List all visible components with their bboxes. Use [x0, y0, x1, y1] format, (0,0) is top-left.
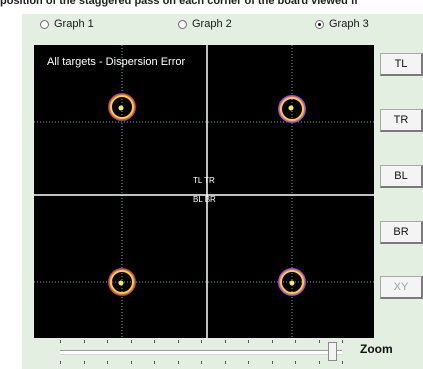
- br-button[interactable]: BR: [380, 221, 423, 244]
- zoom-slider-tick: [131, 340, 132, 343]
- radio-graph-3-label: Graph 3: [329, 18, 369, 30]
- zoom-slider-tick: [178, 361, 179, 364]
- zoom-slider-tick: [319, 361, 320, 364]
- zoom-slider-tick: [201, 361, 202, 364]
- radio-graph-3-dot[interactable]: [315, 19, 324, 29]
- zoom-slider-tick: [84, 340, 85, 343]
- xy-button[interactable]: XY: [380, 276, 423, 299]
- tl-button[interactable]: TL: [380, 53, 423, 76]
- radio-graph-1-dot[interactable]: [40, 19, 49, 29]
- target-tl: [108, 93, 136, 121]
- plot-title: All targets - Dispersion Error: [47, 56, 186, 68]
- target-bl: [108, 268, 136, 296]
- zoom-slider-tick: [131, 361, 132, 364]
- zoom-slider-tick: [272, 340, 273, 343]
- graph-selector: Graph 1 Graph 2 Graph 3: [22, 16, 423, 36]
- center-label-top: TL TR: [193, 176, 215, 185]
- radio-graph-1-label: Graph 1: [54, 18, 94, 30]
- zoom-slider-tick: [60, 361, 61, 364]
- dispersion-plot-canvas: [34, 45, 374, 338]
- target-br: [278, 268, 306, 296]
- zoom-slider-tick: [154, 340, 155, 343]
- radio-graph-3[interactable]: Graph 3: [315, 18, 369, 30]
- zoom-slider-track[interactable]: [60, 350, 342, 355]
- center-label-bottom: BL BR: [193, 195, 216, 204]
- zoom-slider-tick: [342, 361, 343, 364]
- zoom-slider-tick: [225, 361, 226, 364]
- dispersion-plot: All targets - Dispersion Error TL TR BL …: [34, 45, 374, 338]
- zoom-slider-tick: [201, 340, 202, 343]
- zoom-slider-tick: [107, 361, 108, 364]
- zoom-slider-tick: [154, 361, 155, 364]
- zoom-slider-tick: [248, 361, 249, 364]
- zoom-slider-tick: [225, 340, 226, 343]
- zoom-slider-tick: [107, 340, 108, 343]
- radio-graph-1[interactable]: Graph 1: [40, 18, 94, 30]
- zoom-slider-tick: [342, 340, 343, 343]
- radio-graph-2-dot[interactable]: [178, 19, 187, 29]
- radio-graph-2-label: Graph 2: [192, 18, 232, 30]
- zoom-label: Zoom: [360, 342, 393, 356]
- bl-button[interactable]: BL: [380, 165, 423, 188]
- zoom-slider-tick: [248, 340, 249, 343]
- zoom-slider-tick: [178, 340, 179, 343]
- zoom-slider-tick: [295, 340, 296, 343]
- zoom-slider-tick: [84, 361, 85, 364]
- zoom-slider[interactable]: [56, 335, 348, 369]
- zoom-slider-thumb[interactable]: [327, 342, 337, 361]
- tr-button[interactable]: TR: [380, 109, 423, 132]
- zoom-slider-tick: [295, 361, 296, 364]
- radio-graph-2[interactable]: Graph 2: [178, 18, 232, 30]
- zoom-slider-tick: [272, 361, 273, 364]
- zoom-slider-tick: [60, 340, 61, 343]
- page-caption-fragment: position of the staggered pass on each c…: [0, 0, 359, 7]
- target-tr: [278, 95, 306, 123]
- zoom-slider-tick: [319, 340, 320, 343]
